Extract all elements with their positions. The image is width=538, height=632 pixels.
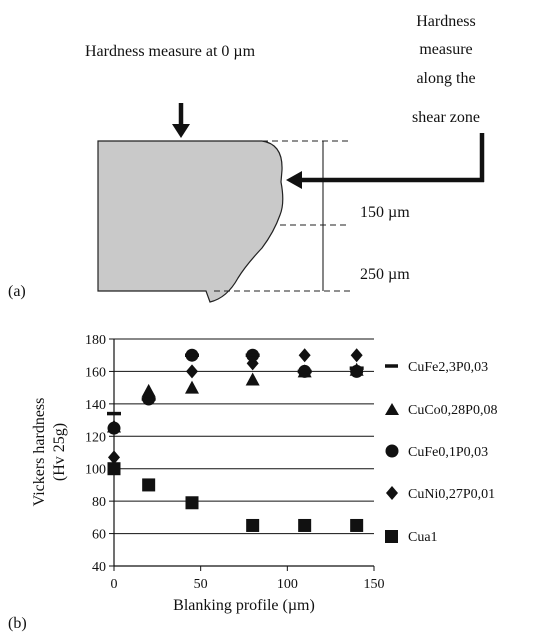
schematic-panel: Hardness measure at 0 µm Hardness measur…: [8, 13, 485, 303]
hardness-chart: 40 60 80 100 120 140 160 180 0 50 100 150 Blanking…: [8, 333, 497, 632]
y-tick-label: 100: [85, 463, 106, 478]
left-arrow-icon: [286, 133, 485, 189]
y-tick-label: 80: [92, 495, 106, 510]
diamond-point: [350, 348, 363, 363]
down-arrow-icon: [172, 103, 190, 138]
legend: CuFe2,3P0,03 CuCo0,28P0,08 CuFe0,1P0,03 …: [385, 360, 497, 545]
grid-lines: [114, 338, 374, 535]
y-tick-label: 160: [85, 365, 106, 380]
square-point: [142, 478, 156, 492]
square-point: [107, 462, 121, 476]
x-tick-label: 0: [111, 577, 118, 592]
x-tick-label: 100: [277, 577, 298, 592]
data-markers: [107, 348, 364, 532]
square-point: [185, 496, 199, 510]
blanked-part-shape: [97, 140, 284, 303]
diagram-side-label-line-4: shear zone: [412, 109, 480, 126]
y-axis-label-line-1: Vickers hardness: [31, 398, 48, 507]
legend-item: CuFe2,3P0,03: [385, 360, 488, 375]
y-axis-label-line-2: (Hv 25g): [51, 423, 68, 481]
y-tick-label: 140: [85, 398, 106, 413]
diagram-side-label-line-2: measure: [419, 41, 472, 58]
legend-item: CuNi0,27P0,01: [386, 486, 495, 502]
x-tick-label: 50: [194, 577, 208, 592]
y-tick-label: 180: [85, 333, 106, 348]
triangle-point: [185, 380, 199, 394]
y-tick-label: 40: [92, 560, 106, 575]
diamond-point: [298, 348, 311, 363]
diamond-point: [186, 364, 198, 379]
triangle-point: [245, 372, 260, 386]
triangle-marker-icon: [385, 403, 399, 415]
x-tick-label: 150: [364, 577, 385, 592]
legend-item: Cua1: [385, 530, 438, 545]
circle-marker-icon: [385, 444, 399, 458]
legend-label: Cua1: [408, 530, 438, 545]
x-tick-labels: 0 50 100 150: [111, 577, 385, 592]
depth-label-150: 150 µm: [360, 204, 410, 221]
legend-label: CuNi0,27P0,01: [408, 487, 495, 502]
panel-label-b: (b): [8, 615, 27, 632]
diamond-marker-icon: [386, 486, 398, 500]
legend-label: CuFe2,3P0,03: [408, 360, 488, 375]
tick-marks: [109, 338, 375, 571]
diagram-side-label-line-3: along the: [416, 70, 475, 87]
x-axis-label: Blanking profile (µm): [173, 597, 315, 614]
legend-label: CuFe0,1P0,03: [408, 445, 488, 460]
square-point: [246, 518, 260, 532]
legend-item: CuFe0,1P0,03: [385, 444, 488, 460]
legend-label: CuCo0,28P0,08: [408, 403, 497, 418]
depth-label-250: 250 µm: [360, 266, 410, 283]
diamond-point: [108, 450, 120, 465]
y-tick-label: 60: [92, 528, 106, 543]
diagram-top-label: Hardness measure at 0 µm: [85, 43, 256, 60]
panel-label-a: (a): [8, 283, 26, 300]
legend-item: CuCo0,28P0,08: [385, 403, 497, 418]
diagram-side-label-line-1: Hardness: [416, 13, 476, 30]
square-marker-icon: [385, 530, 398, 543]
square-point: [298, 518, 312, 532]
square-point: [350, 518, 364, 532]
circle-point: [107, 421, 121, 435]
y-tick-label: 120: [85, 430, 106, 445]
y-tick-labels: 40 60 80 100 120 140 160 180: [85, 333, 106, 575]
